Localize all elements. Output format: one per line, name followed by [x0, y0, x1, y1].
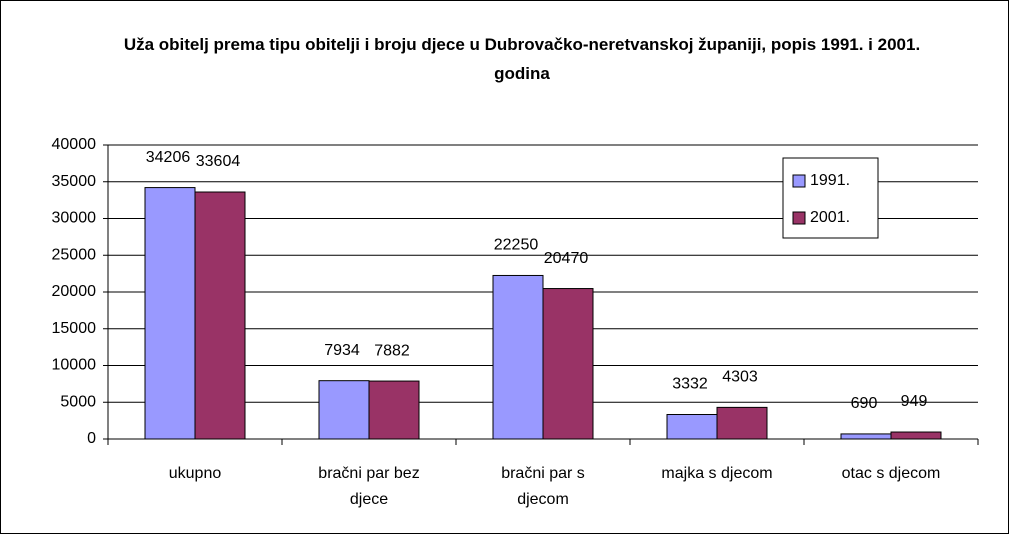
chart-title: Uža obitelj prema tipu obitelji i broju …	[123, 35, 921, 83]
y-tick-label: 20000	[52, 283, 97, 300]
y-tick-label: 40000	[52, 136, 97, 153]
bar	[144, 187, 196, 440]
legend-swatch	[792, 174, 806, 188]
bar	[840, 433, 892, 440]
y-tick-label: 5000	[60, 393, 96, 410]
y-tick-label: 0	[87, 430, 96, 447]
bar	[542, 288, 594, 440]
value-label: 3332	[672, 376, 708, 393]
x-tick-label: bračni par bez djece	[318, 465, 420, 508]
legend-label: 2001.	[810, 209, 850, 226]
bar	[666, 414, 718, 440]
legend-box	[782, 157, 879, 239]
y-tick-label: 10000	[52, 357, 97, 374]
y-tick-label: 35000	[52, 173, 97, 190]
legend-label: 1991.	[810, 172, 850, 189]
x-tick-label: majka s djecom	[661, 465, 773, 482]
y-tick-label: 30000	[52, 210, 97, 227]
bar	[194, 191, 246, 440]
value-label: 690	[851, 395, 878, 412]
legend-swatch	[792, 211, 806, 225]
bar	[716, 406, 768, 440]
value-label: 7882	[374, 342, 410, 359]
bar	[890, 431, 942, 440]
y-tick-label: 15000	[52, 320, 97, 337]
value-label: 33604	[196, 153, 241, 170]
x-tick-label: bračni par s djecom	[501, 465, 585, 508]
value-label: 22250	[494, 237, 539, 254]
value-label: 4303	[722, 369, 758, 386]
x-tick-label: otac s djecom	[841, 465, 941, 482]
value-label: 7934	[324, 342, 360, 359]
x-tick-label: ukupno	[168, 465, 222, 482]
value-label: 949	[901, 393, 928, 410]
bar	[368, 380, 420, 440]
y-tick-label: 25000	[52, 246, 97, 263]
bar	[492, 274, 544, 440]
bar	[318, 380, 370, 440]
value-label: 34206	[146, 149, 191, 166]
value-label: 20470	[544, 250, 589, 267]
